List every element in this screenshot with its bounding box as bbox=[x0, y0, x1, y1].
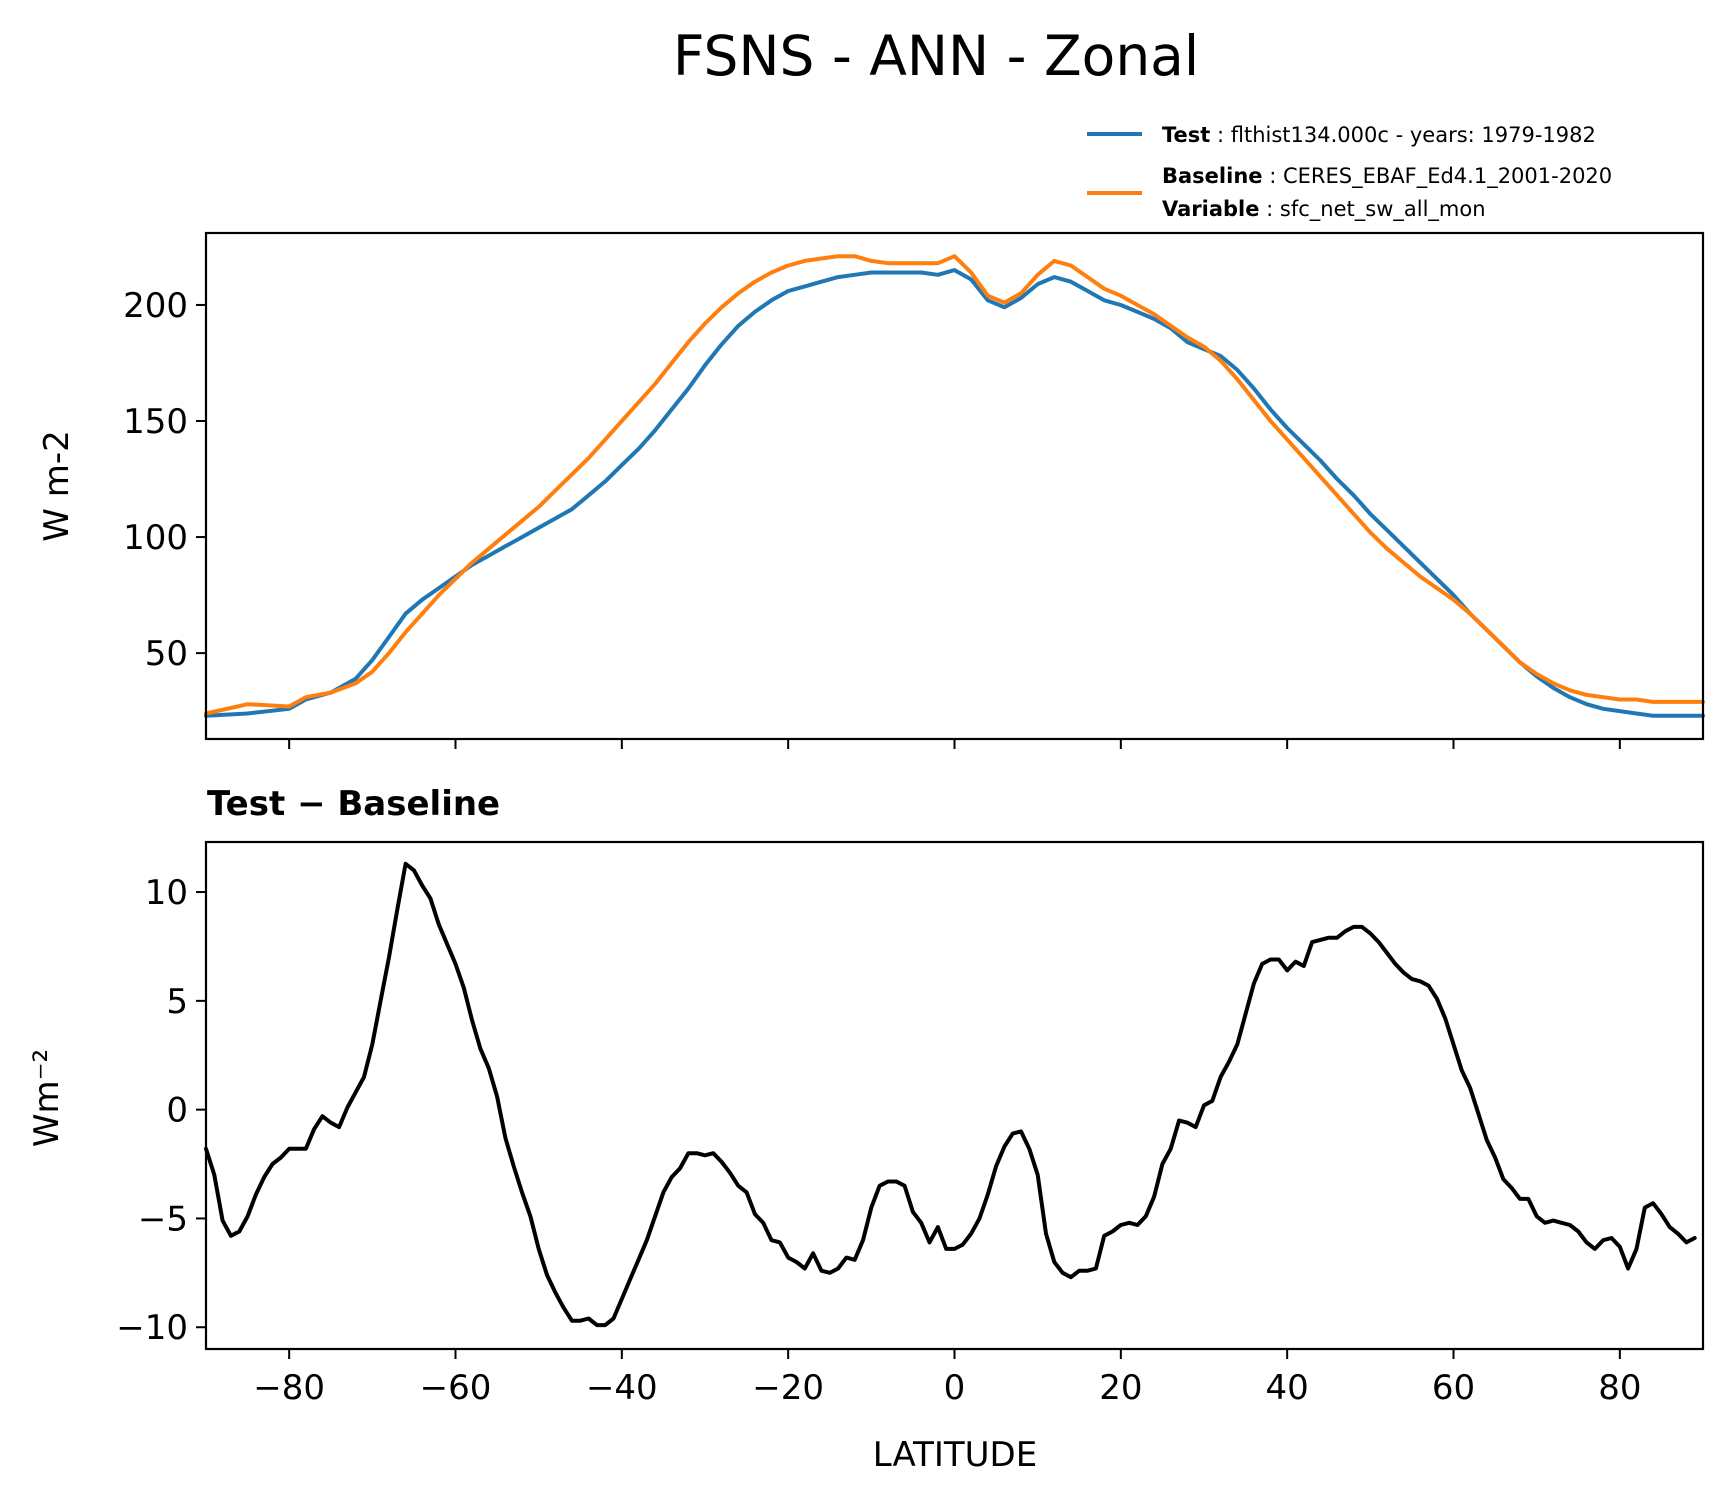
x-tick-label: −20 bbox=[752, 1368, 824, 1408]
legend-text-baseline: CERES_EBAF_Ed4.1_2001-2020 bbox=[1283, 164, 1612, 189]
bottom-y-tick-label: 0 bbox=[166, 1091, 188, 1131]
bottom-panel-ylabel: Wm⁻² bbox=[27, 1049, 67, 1147]
figure-title: FSNS - ANN - Zonal bbox=[673, 24, 1199, 88]
bottom-y-tick-label: −5 bbox=[138, 1199, 188, 1239]
top-panel-x-ticks bbox=[288, 739, 1621, 749]
top-series-line-2 bbox=[204, 254, 1705, 716]
bottom-y-tick-label: 10 bbox=[145, 873, 188, 913]
legend-key-test: Test bbox=[1162, 123, 1210, 147]
top-panel-ylabel: W m-2 bbox=[37, 430, 77, 541]
x-axis-label: LATITUDE bbox=[873, 1435, 1037, 1475]
legend-key-variable: Variable bbox=[1162, 197, 1259, 221]
bottom-panel-frame bbox=[204, 840, 1705, 1351]
x-tick-label: 80 bbox=[1598, 1368, 1641, 1408]
bottom-series-line-1 bbox=[204, 861, 1697, 1328]
legend-text-test: flthist134.000c - years: 1979-1982 bbox=[1231, 123, 1596, 147]
bottom-panel-x-axis: −80 −60 −40 −20 0 20 40 60 80 bbox=[253, 1349, 1641, 1408]
legend-sep: : bbox=[1259, 197, 1279, 221]
x-tick-label: −80 bbox=[253, 1368, 325, 1408]
legend-entry-test: Test : flthist134.000c - years: 1979-198… bbox=[1162, 123, 1596, 147]
bottom-panel: Test − Baseline −10 −5 0 5 10 −80 −60 −40 −20 0 2… bbox=[27, 784, 1705, 1475]
legend-key-baseline: Baseline bbox=[1162, 164, 1263, 188]
x-tick-label: 20 bbox=[1099, 1368, 1142, 1408]
bottom-y-tick-label: −10 bbox=[116, 1308, 188, 1348]
x-tick-label: 0 bbox=[944, 1368, 966, 1408]
x-tick-label: 40 bbox=[1266, 1368, 1309, 1408]
bottom-y-tick-label: 5 bbox=[166, 982, 188, 1022]
legend-sep: : bbox=[1263, 164, 1283, 188]
x-tick-label: −60 bbox=[420, 1368, 492, 1408]
legend-sep: : bbox=[1210, 123, 1230, 147]
bottom-panel-y-axis: −10 −5 0 5 10 bbox=[116, 873, 206, 1348]
top-y-tick-label: 100 bbox=[123, 518, 188, 558]
top-y-tick-label: 200 bbox=[123, 286, 188, 326]
legend-text-variable: sfc_net_sw_all_mon bbox=[1280, 197, 1486, 222]
legend: Test : flthist134.000c - years: 1979-198… bbox=[1087, 123, 1612, 222]
x-tick-label: 60 bbox=[1432, 1368, 1475, 1408]
top-panel: 50 100 150 200 W m-2 bbox=[37, 231, 1705, 749]
top-series-line-1 bbox=[204, 268, 1705, 718]
legend-entry-variable: Variable : sfc_net_sw_all_mon bbox=[1162, 197, 1486, 222]
top-y-tick-label: 50 bbox=[145, 634, 188, 674]
bottom-panel-title: Test − Baseline bbox=[207, 784, 500, 824]
x-tick-label: −40 bbox=[586, 1368, 658, 1408]
top-panel-series bbox=[204, 254, 1705, 718]
top-y-tick-label: 150 bbox=[123, 402, 188, 442]
legend-entry-baseline: Baseline : CERES_EBAF_Ed4.1_2001-2020 bbox=[1162, 164, 1612, 189]
top-panel-y-axis: 50 100 150 200 bbox=[123, 286, 206, 674]
bottom-panel-series bbox=[204, 861, 1697, 1328]
top-panel-frame bbox=[204, 231, 1705, 741]
